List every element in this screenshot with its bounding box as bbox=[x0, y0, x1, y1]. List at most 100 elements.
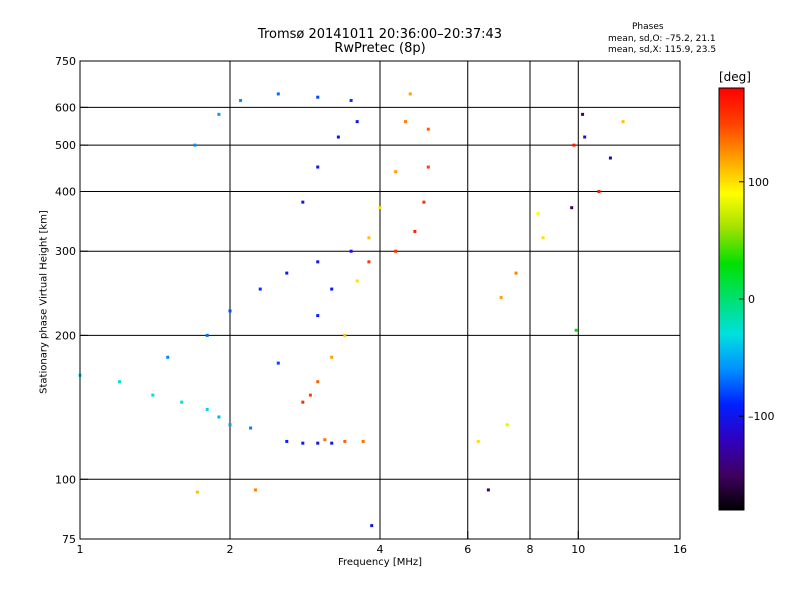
y-tick-label: 600 bbox=[55, 101, 76, 114]
data-point bbox=[316, 314, 320, 318]
colorbar-tick-label: 0 bbox=[748, 293, 755, 306]
data-point bbox=[276, 361, 280, 365]
data-point bbox=[316, 95, 320, 99]
data-point bbox=[316, 165, 320, 169]
data-point bbox=[205, 333, 209, 337]
colorbar-ticks: 100 0 –100 bbox=[739, 176, 775, 423]
data-point bbox=[323, 438, 327, 442]
phases-heading: Phases bbox=[632, 22, 664, 32]
data-point bbox=[499, 296, 503, 300]
data-point bbox=[228, 309, 232, 313]
data-point bbox=[343, 333, 347, 337]
y-tick-label: 400 bbox=[55, 185, 76, 198]
data-point bbox=[151, 393, 155, 397]
data-point bbox=[285, 439, 289, 443]
data-point bbox=[621, 120, 625, 124]
data-point bbox=[217, 415, 221, 419]
data-point bbox=[285, 271, 289, 275]
data-point bbox=[195, 490, 199, 494]
data-point bbox=[349, 249, 353, 253]
x-tick-label: 6 bbox=[464, 543, 471, 556]
y-tick-label: 300 bbox=[55, 245, 76, 258]
x-axis-label: Frequency [MHz] bbox=[337, 557, 423, 568]
x-tick-label: 4 bbox=[377, 543, 384, 556]
data-point bbox=[239, 99, 243, 103]
data-point bbox=[276, 92, 280, 96]
data-point bbox=[308, 393, 312, 397]
data-point bbox=[316, 260, 320, 264]
data-point bbox=[228, 423, 232, 427]
chart-title: Tromsø 20141011 20:36:00–20:37:43 bbox=[257, 27, 503, 42]
data-point bbox=[316, 441, 320, 445]
data-point bbox=[258, 287, 262, 291]
data-point bbox=[505, 423, 509, 427]
data-point bbox=[336, 135, 340, 139]
data-point bbox=[581, 112, 585, 116]
chart-subtitle: RwPretec (8p) bbox=[334, 41, 426, 56]
colorbar-tick-label: 100 bbox=[748, 176, 769, 189]
data-point bbox=[355, 279, 359, 283]
data-point bbox=[486, 488, 490, 492]
data-point bbox=[583, 135, 587, 139]
data-point bbox=[536, 211, 540, 215]
data-point bbox=[597, 189, 601, 193]
data-point bbox=[394, 249, 398, 253]
data-point bbox=[361, 439, 365, 443]
x-tick-label: 1 bbox=[77, 543, 84, 556]
data-point bbox=[301, 400, 305, 404]
data-point bbox=[367, 260, 371, 264]
data-point bbox=[394, 170, 398, 174]
data-point bbox=[426, 165, 430, 169]
data-point bbox=[349, 99, 353, 103]
data-point bbox=[205, 407, 209, 411]
data-point bbox=[572, 143, 576, 147]
colorbar-unit: [deg] bbox=[719, 70, 751, 84]
y-tick-label: 750 bbox=[55, 55, 76, 68]
data-point bbox=[301, 200, 305, 204]
y-tick-label: 75 bbox=[62, 533, 76, 546]
plot-frame bbox=[79, 60, 681, 540]
data-point bbox=[403, 120, 407, 124]
data-point bbox=[253, 488, 257, 492]
axis-ticks: 1 2 4 6 8 10 16 75 100 200 300 400 500 600 750 bbox=[55, 55, 687, 556]
data-point bbox=[514, 271, 518, 275]
grid-lines bbox=[80, 61, 680, 539]
x-tick-label: 2 bbox=[227, 543, 234, 556]
data-point bbox=[608, 156, 612, 160]
data-point bbox=[180, 400, 184, 404]
colorbar-tick-label: –100 bbox=[748, 410, 775, 423]
data-point bbox=[541, 236, 545, 240]
data-point bbox=[330, 441, 334, 445]
x-tick-label: 10 bbox=[571, 543, 585, 556]
data-point bbox=[476, 439, 480, 443]
data-point bbox=[370, 524, 374, 528]
x-tick-label: 16 bbox=[673, 543, 687, 556]
data-point bbox=[422, 200, 426, 204]
data-point bbox=[574, 328, 578, 332]
data-point bbox=[117, 380, 121, 384]
data-point bbox=[217, 112, 221, 116]
x-tick-label: 8 bbox=[527, 543, 534, 556]
data-point bbox=[378, 206, 382, 210]
data-point bbox=[193, 143, 197, 147]
y-tick-label: 200 bbox=[55, 329, 76, 342]
phases-x-stats: mean, sd,X: 115.9, 23.5 bbox=[608, 45, 717, 55]
data-point bbox=[330, 287, 334, 291]
data-point bbox=[408, 92, 412, 96]
data-point bbox=[166, 355, 170, 359]
data-point bbox=[367, 236, 371, 240]
data-point bbox=[249, 426, 253, 430]
data-point bbox=[413, 229, 417, 233]
data-point bbox=[570, 206, 574, 210]
data-point bbox=[355, 120, 359, 124]
data-point bbox=[343, 439, 347, 443]
data-point bbox=[301, 441, 305, 445]
data-points bbox=[78, 92, 625, 528]
y-tick-label: 100 bbox=[55, 473, 76, 486]
data-point bbox=[316, 380, 320, 384]
data-point bbox=[330, 355, 334, 359]
phases-o-stats: mean, sd,O: –75.2, 21.1 bbox=[608, 34, 716, 44]
y-tick-label: 500 bbox=[55, 139, 76, 152]
data-point bbox=[426, 127, 430, 131]
